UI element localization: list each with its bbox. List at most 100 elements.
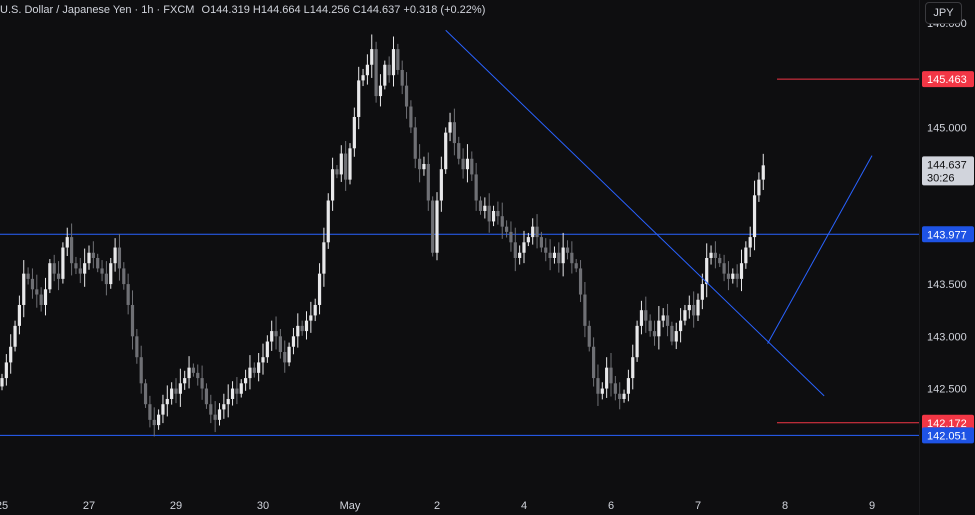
candle-body (287, 346, 291, 363)
candle-body (478, 200, 483, 211)
candle-body (491, 210, 496, 222)
candle (83, 248, 87, 287)
candle-body (35, 289, 39, 295)
candle (478, 196, 483, 215)
candle (78, 257, 82, 284)
candle-body (435, 200, 439, 253)
candle-body (383, 64, 387, 86)
candle-body (113, 247, 117, 264)
candle (143, 379, 148, 408)
candle-body (296, 325, 300, 337)
candle-body (0, 378, 4, 387)
level-tag-bg (922, 226, 974, 243)
candle (56, 261, 61, 291)
candle-body (130, 304, 135, 337)
candle-body (83, 263, 87, 274)
candle (361, 68, 365, 87)
candle (496, 201, 500, 225)
candle (609, 353, 613, 397)
level-tag-bg (922, 414, 974, 431)
candle (152, 407, 156, 437)
candle-body (217, 409, 222, 420)
candle-body (413, 127, 417, 159)
candle (335, 165, 339, 179)
candle (757, 172, 761, 202)
candle-body (244, 378, 248, 384)
candle-body (513, 242, 517, 258)
candle (296, 313, 300, 348)
candle-body (291, 336, 296, 347)
candle-body (135, 336, 139, 358)
candle-body (578, 268, 583, 295)
candle-body (148, 404, 152, 420)
time-axis[interactable]: 25 27 29 30 May 2 4 6 7 8 9 (0, 500, 875, 512)
candle (0, 373, 4, 391)
candle (474, 162, 478, 211)
candle-body (570, 252, 574, 264)
candle (431, 196, 435, 257)
candle-body (726, 273, 731, 279)
trendlines (445, 29, 873, 397)
candle (404, 72, 409, 119)
candle-body (30, 278, 35, 290)
candle-body (483, 205, 487, 211)
high-label: H (252, 4, 261, 16)
candle (435, 192, 439, 261)
candle-body (731, 273, 735, 279)
x-tick-label: 25 (0, 500, 8, 512)
candle-body (448, 122, 452, 133)
candle (465, 144, 470, 183)
candle-body (209, 404, 213, 415)
candle-body (609, 367, 613, 384)
candle (426, 152, 430, 211)
candle-body (735, 273, 739, 279)
candle (126, 273, 130, 315)
candle-body (56, 273, 61, 279)
candle (387, 56, 391, 83)
candle (135, 329, 139, 364)
axis-separator (919, 0, 920, 515)
candle (357, 66, 361, 130)
candle-body (713, 252, 717, 258)
candle (287, 342, 291, 367)
candle (565, 240, 570, 260)
candle (461, 148, 465, 179)
x-tick-label: 4 (521, 500, 527, 512)
currency-button[interactable]: JPY (925, 2, 962, 24)
candle (331, 157, 335, 211)
candle (761, 153, 765, 190)
open-label: O (201, 4, 211, 16)
candle (304, 311, 309, 340)
candle (600, 382, 604, 400)
x-tick-label: 29 (170, 500, 182, 512)
candle (570, 241, 574, 274)
level-tag-bg (922, 71, 974, 88)
candle-body (696, 299, 700, 316)
candle (483, 197, 487, 219)
candle (657, 306, 661, 350)
candle (500, 202, 504, 239)
candle-body (496, 210, 500, 217)
candle (96, 253, 100, 273)
high-value: 144.664 (260, 4, 301, 16)
x-tick-label: 8 (782, 500, 788, 512)
level-tag-label: 142.172 (927, 418, 967, 430)
candle-body (431, 200, 435, 253)
candle (326, 193, 330, 249)
candle-body (718, 257, 722, 264)
countdown-label: 30:26 (927, 172, 955, 184)
candle-body (644, 310, 648, 321)
candle-body (174, 388, 178, 394)
candle (396, 43, 400, 75)
candle (9, 334, 13, 374)
candle-body (709, 252, 713, 258)
candle (196, 364, 200, 386)
candle-body (522, 242, 526, 253)
candle (374, 41, 378, 103)
candle-body (605, 367, 609, 389)
candle-body (370, 49, 374, 65)
candle-body (670, 325, 674, 342)
candle (583, 282, 587, 338)
candle-body (739, 263, 744, 279)
